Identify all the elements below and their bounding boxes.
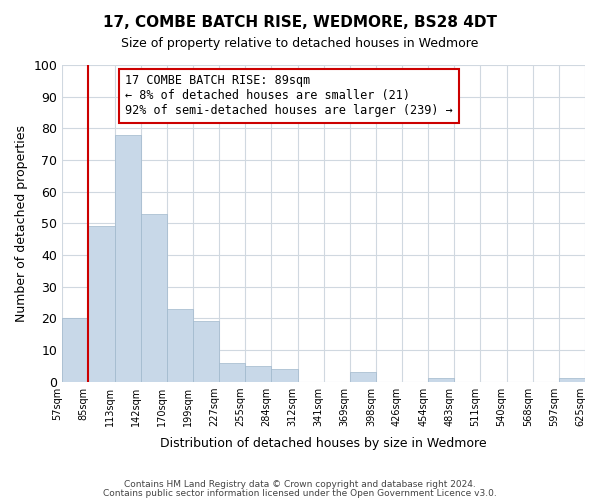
X-axis label: Distribution of detached houses by size in Wedmore: Distribution of detached houses by size …: [160, 437, 487, 450]
Bar: [245, 366, 271, 382]
Bar: [271, 369, 298, 382]
Bar: [350, 372, 376, 382]
Text: 17 COMBE BATCH RISE: 89sqm
← 8% of detached houses are smaller (21)
92% of semi-: 17 COMBE BATCH RISE: 89sqm ← 8% of detac…: [125, 74, 453, 118]
Bar: [140, 214, 167, 382]
Y-axis label: Number of detached properties: Number of detached properties: [15, 125, 28, 322]
Text: Size of property relative to detached houses in Wedmore: Size of property relative to detached ho…: [121, 38, 479, 51]
Bar: [559, 378, 585, 382]
Text: 17, COMBE BATCH RISE, WEDMORE, BS28 4DT: 17, COMBE BATCH RISE, WEDMORE, BS28 4DT: [103, 15, 497, 30]
Bar: [193, 322, 219, 382]
Bar: [219, 362, 245, 382]
Text: Contains public sector information licensed under the Open Government Licence v3: Contains public sector information licen…: [103, 489, 497, 498]
Bar: [115, 134, 140, 382]
Bar: [62, 318, 88, 382]
Bar: [88, 226, 115, 382]
Text: Contains HM Land Registry data © Crown copyright and database right 2024.: Contains HM Land Registry data © Crown c…: [124, 480, 476, 489]
Bar: [428, 378, 454, 382]
Bar: [167, 308, 193, 382]
